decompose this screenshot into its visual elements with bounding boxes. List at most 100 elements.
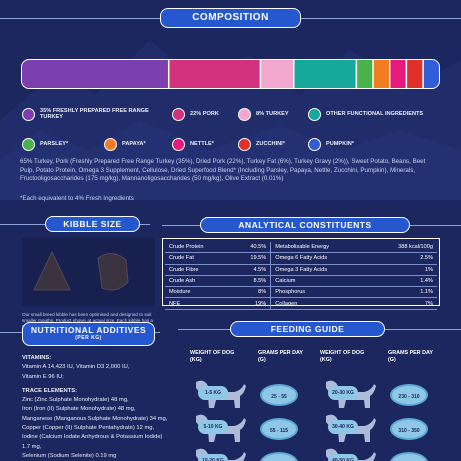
value-cell: 1.4% (369, 275, 437, 288)
dog-weight: 5-10 KG (198, 420, 228, 434)
legend-item: PUMPKIN* (308, 136, 368, 152)
value-cell: 7% (369, 297, 437, 310)
grams-header: GRAMS PER DAY (G) (388, 350, 433, 363)
table-row: Crude Protein 40.5% Metabolisable Energy 38… (165, 242, 437, 254)
legend-swatch (22, 137, 35, 151)
value-cell: 8.5% (232, 275, 272, 288)
label-cell: Omega 3 Fatty Acids (270, 264, 370, 276)
bar-segment (423, 60, 439, 88)
legend-swatch (308, 107, 321, 121)
legend-label: PARSLEY* (40, 140, 69, 147)
composition-bar (21, 59, 440, 89)
kibble-title: KIBBLE SIZE (45, 216, 140, 232)
legend-item: OTHER FUNCTIONAL INGREDIENTS (308, 106, 438, 122)
value-cell: 4.5% (232, 264, 272, 276)
kibble-images (22, 238, 155, 306)
additives-list: VITAMINS: Vitamin A 14,423 IU, Vitamin D3… (22, 354, 172, 461)
dog-weight: 1-5 KG (198, 386, 228, 400)
grams-header: GRAMS PER DAY (G) (258, 350, 303, 363)
additives-line: Vitamin E 96 IU; (22, 373, 64, 380)
table-row: NFE 19% Collagen 7% (165, 297, 437, 310)
dog-weight: 10-20 KG (198, 454, 228, 461)
legend-item: 22% PORK (172, 106, 232, 122)
legend-label: 35% FRESHLY PREPARED FREE RANGE TURKEY (40, 107, 149, 121)
weight-header: WEIGHT OF DOG (KG) (190, 350, 235, 363)
additives-line: Zinc (Zinc Sulphate Monohydrate) 48 mg, (22, 397, 129, 404)
bar-segment (390, 60, 406, 88)
value-cell: 2.5% (369, 252, 437, 265)
label-cell: Crude Fibre (165, 264, 233, 276)
value-cell: 8% (232, 286, 272, 299)
label-cell: NFE (165, 297, 233, 310)
label-cell: Omega 6 Fatty Acids (270, 252, 370, 265)
label-cell: Phosphorus (270, 286, 370, 299)
legend-label: PAPAYA* (122, 140, 146, 147)
analytical-box: Crude Protein 40.5% Metabolisable Energy 38… (162, 238, 440, 310)
label-cell: Calcium (270, 275, 370, 288)
bar-segment (22, 60, 168, 88)
bowl-grams: 230 - 310 (390, 384, 428, 406)
weight-header: WEIGHT OF DOG (KG) (320, 350, 365, 363)
additives-line: Selenium (Sodium Selenite) 0.19 mg (22, 452, 117, 459)
table-row: Crude Fat 19.5% Omega 6 Fatty Acids 2.5% (165, 252, 437, 265)
dog-weight: 30-40 KG (328, 420, 358, 434)
legend-item: PAPAYA* (104, 136, 164, 152)
legend-label: OTHER FUNCTIONAL INGREDIENTS (326, 110, 424, 117)
additives-title: NUTRITIONAL ADDITIVES (30, 325, 147, 335)
legend-swatch (238, 107, 251, 121)
label-cell: Collagen (270, 297, 370, 310)
legend-label: 8% TURKEY (256, 110, 289, 117)
legend-swatch (22, 107, 35, 121)
additives-line: Copper (Copper (II) Sulphate Pentahydrat… (22, 425, 155, 432)
bowl-grams: 55 - 115 (260, 418, 298, 440)
legend-label: PUMPKIN* (326, 140, 354, 147)
value-cell: 19.5% (232, 252, 272, 265)
legend-swatch (308, 137, 321, 151)
analytical-table: Crude Protein 40.5% Metabolisable Energy 38… (165, 242, 437, 310)
legend-item: 8% TURKEY (238, 106, 298, 122)
additives-line: Iodine (Calcium Iodate Anhydrous & Potas… (22, 434, 163, 450)
legend-label: 22% PORK (190, 110, 219, 117)
additives-line: Iron (Iron (II) Sulphate Monohydrate) 48… (22, 406, 136, 413)
bar-segment (407, 60, 423, 88)
legend-swatch (172, 137, 185, 151)
composition-title: COMPOSITION (160, 8, 301, 28)
value-cell: 1% (369, 264, 437, 276)
dog-weight: 40-50 KG (328, 454, 358, 461)
bar-segment (373, 60, 389, 88)
analytical-title: ANALYTICAL CONSTITUENTS (200, 217, 410, 233)
feeding-title: FEEDING GUIDE (230, 321, 385, 337)
bar-segment (169, 60, 260, 88)
table-row: Moisture 8% Phosphorus 1.1% (165, 286, 437, 299)
legend-swatch (238, 137, 251, 151)
legend-label: NETTLE* (190, 140, 214, 147)
bar-segment (357, 60, 373, 88)
value-cell: 40.5% (232, 242, 272, 254)
ingredients: 65% Turkey, Pork (Freshly Prepared Free … (20, 158, 426, 183)
additives-heading: TRACE ELEMENTS: (22, 387, 78, 394)
legend-swatch (104, 137, 117, 151)
additives-heading: VITAMINS: (22, 355, 52, 361)
legend-swatch (172, 107, 185, 121)
bowl-grams: 310 - 350 (390, 418, 428, 440)
label-cell: Crude Ash (165, 275, 233, 288)
value-cell: 388 kcal/100g (369, 242, 437, 254)
label-cell: Moisture (165, 286, 233, 299)
footnote: *Each equivalent to 4% Fresh Ingredients (20, 195, 134, 202)
legend-item: PARSLEY* (22, 136, 97, 152)
additives-title-box: NUTRITIONAL ADDITIVES (PER KG) (22, 322, 155, 346)
label-cell: Metabolisable Energy (270, 242, 370, 254)
bar-segment (261, 60, 294, 88)
additives-line: Manganese (Manganous Sulphate Monohydrat… (22, 415, 168, 422)
table-row: Crude Ash 8.5% Calcium 1.4% (165, 275, 437, 288)
bowl-grams: 25 - 55 (260, 384, 298, 406)
value-cell: 19% (232, 297, 272, 310)
dog-weight: 20-30 KG (328, 386, 358, 400)
legend-label: ZUCCHINI* (256, 140, 285, 147)
value-cell: 1.1% (369, 286, 437, 299)
bar-segment (294, 60, 356, 88)
label-cell: Crude Protein (165, 242, 233, 254)
additives-line: Vitamin A 14,423 IU, Vitamin D3 2,000 IU… (22, 364, 130, 371)
label-cell: Crude Fat (165, 252, 233, 265)
